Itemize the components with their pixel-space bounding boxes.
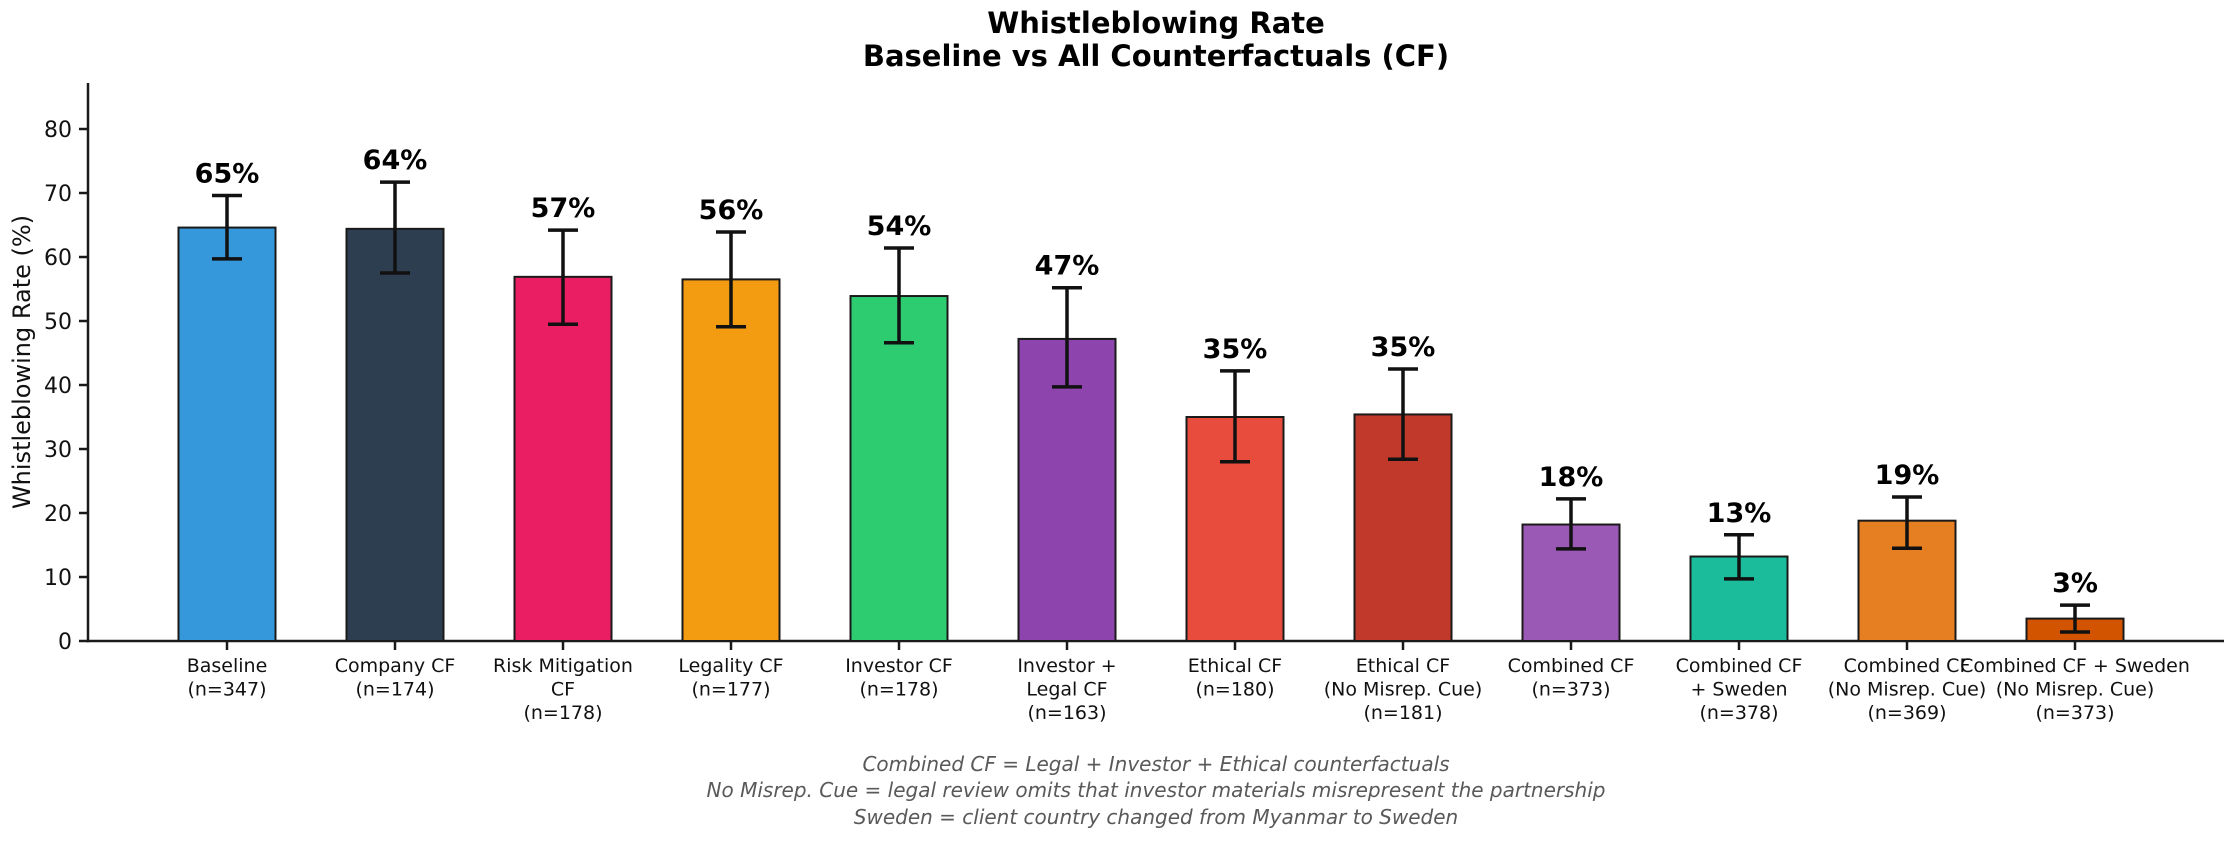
chart-title: Whistleblowing Rate Baseline vs All Coun… bbox=[88, 6, 2224, 74]
chart-footnote: Combined CF = Legal + Investor + Ethical… bbox=[88, 751, 2224, 830]
y-tick-label: 40 bbox=[44, 374, 72, 399]
x-tick-label: (n=369) bbox=[1867, 702, 1946, 724]
footnote-line-1: Combined CF = Legal + Investor + Ethical… bbox=[862, 752, 1450, 776]
bar bbox=[513, 275, 613, 642]
x-tick-label: (n=373) bbox=[1531, 679, 1610, 701]
x-tick-label: (No Misrep. Cue) bbox=[1996, 679, 2155, 701]
x-tick-label: Legal CF bbox=[1026, 679, 1107, 701]
x-tick-label: (No Misrep. Cue) bbox=[1324, 679, 1483, 701]
footnote-line-2: No Misrep. Cue = legal review omits that… bbox=[706, 778, 1606, 803]
bar-value-label: 3% bbox=[2052, 568, 2098, 599]
x-tick-label: (n=174) bbox=[355, 679, 434, 701]
x-tick-label: (n=378) bbox=[1699, 702, 1778, 724]
bar-value-label: 47% bbox=[1035, 251, 1100, 282]
y-tick-label: 10 bbox=[44, 566, 72, 591]
bar bbox=[1017, 337, 1117, 642]
x-tick-label: Ethical CF bbox=[1356, 655, 1450, 677]
bar-value-label: 19% bbox=[1875, 460, 1940, 491]
x-tick-label: Combined CF bbox=[1844, 655, 1971, 677]
y-tick-label: 80 bbox=[44, 118, 72, 143]
x-tick-label: Investor CF bbox=[845, 655, 953, 677]
x-tick-label: (n=181) bbox=[1363, 702, 1442, 724]
bar-value-label: 35% bbox=[1371, 332, 1436, 363]
bar-value-label: 56% bbox=[699, 195, 764, 226]
x-tick-label: Risk Mitigation bbox=[493, 655, 633, 677]
x-tick-label: Ethical CF bbox=[1188, 655, 1282, 677]
bar-value-label: 57% bbox=[531, 193, 596, 224]
chart-title-line1: Whistleblowing Rate bbox=[987, 6, 1325, 40]
x-tick-label: (n=347) bbox=[187, 679, 266, 701]
x-tick-label: Combined CF bbox=[1508, 655, 1635, 677]
x-tick-label: (No Misrep. Cue) bbox=[1828, 679, 1987, 701]
bar bbox=[681, 278, 781, 642]
footnote-line-3: Sweden = client country changed from Mya… bbox=[853, 804, 1459, 829]
x-tick-label: (n=163) bbox=[1027, 702, 1106, 724]
x-tick-label: Company CF bbox=[335, 655, 456, 677]
bar-value-label: 54% bbox=[867, 211, 932, 242]
y-tick-label: 60 bbox=[44, 246, 72, 271]
x-tick-label: (n=177) bbox=[691, 679, 770, 701]
x-tick-label: Legality CF bbox=[678, 655, 783, 677]
x-tick-label: + Sweden bbox=[1690, 679, 1787, 701]
bar bbox=[345, 227, 445, 642]
y-axis-title: Whistleblowing Rate (%) bbox=[8, 215, 36, 509]
bar-value-label: 18% bbox=[1539, 462, 1604, 493]
x-tick-label: (n=178) bbox=[523, 702, 602, 724]
bar-value-label: 64% bbox=[363, 145, 428, 176]
x-tick-label: Combined CF bbox=[1676, 655, 1803, 677]
x-tick-label: Baseline bbox=[187, 655, 268, 677]
bar-value-label: 13% bbox=[1707, 498, 1772, 529]
x-tick-label: Investor + bbox=[1017, 655, 1116, 677]
y-tick-label: 70 bbox=[44, 182, 72, 207]
y-tick-label: 30 bbox=[44, 438, 72, 463]
bar bbox=[177, 226, 277, 642]
x-tick-label: (n=180) bbox=[1195, 679, 1274, 701]
x-tick-label: Combined CF + Sweden bbox=[1960, 655, 2190, 677]
x-tick-label: CF bbox=[551, 679, 575, 701]
y-tick-label: 50 bbox=[44, 310, 72, 335]
y-tick-label: 0 bbox=[58, 630, 72, 655]
bar-value-label: 65% bbox=[195, 159, 260, 190]
x-tick-label: (n=373) bbox=[2035, 702, 2114, 724]
y-tick-label: 20 bbox=[44, 502, 72, 527]
chart-title-line2: Baseline vs All Counterfactuals (CF) bbox=[862, 39, 1450, 74]
bar-value-label: 35% bbox=[1203, 334, 1268, 365]
x-tick-label: (n=178) bbox=[859, 679, 938, 701]
bar bbox=[849, 295, 949, 642]
